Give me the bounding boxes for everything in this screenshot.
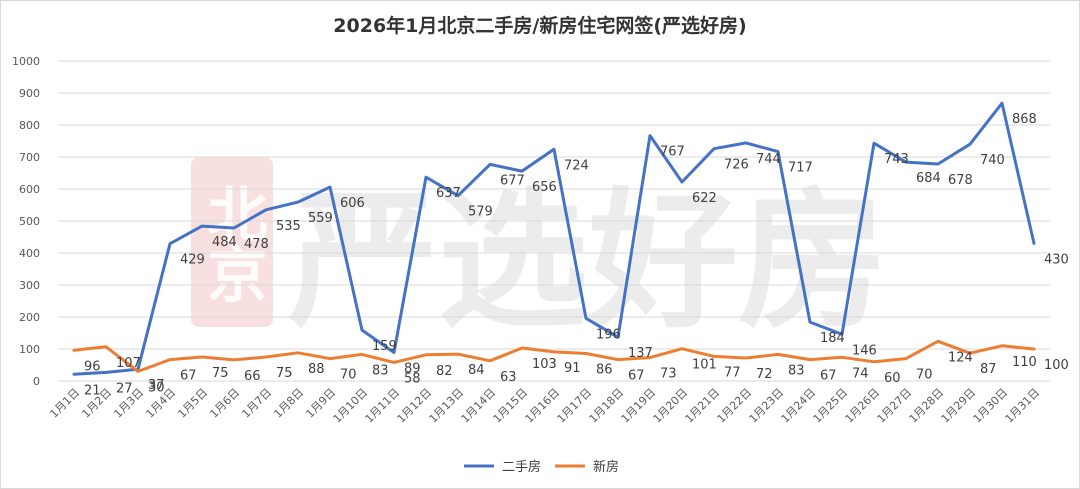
data-label-new: 67: [628, 369, 645, 384]
data-label-new: 67: [820, 369, 837, 384]
data-label-secondhand: 137: [628, 346, 653, 361]
y-tick-label: 0: [33, 375, 40, 388]
data-label-new: 74: [852, 366, 869, 381]
data-label-new: 84: [468, 363, 485, 378]
series-line-secondhand: [72, 101, 1036, 376]
y-tick-label: 1000: [12, 55, 40, 68]
data-label-secondhand: 606: [340, 196, 365, 211]
data-label-new: 67: [180, 369, 197, 384]
data-label-secondhand: 724: [564, 158, 589, 173]
data-label-new: 110: [1012, 355, 1037, 370]
data-label-new: 82: [436, 364, 453, 379]
y-tick-label: 300: [19, 279, 40, 292]
data-label-new: 88: [308, 362, 325, 377]
data-label-secondhand: 743: [884, 152, 909, 167]
data-label-new: 83: [788, 363, 805, 378]
data-label-new: 100: [1044, 358, 1069, 373]
data-label-secondhand: 656: [532, 180, 557, 195]
data-label-secondhand: 484: [212, 235, 237, 250]
data-label-new: 70: [340, 368, 357, 383]
data-label-new: 73: [660, 367, 677, 382]
data-label-secondhand: 622: [692, 191, 717, 206]
data-label-new: 96: [84, 359, 101, 374]
watermark-seal-text: 北京: [197, 183, 267, 303]
data-label-secondhand: 27: [116, 381, 133, 396]
data-label-new: 83: [372, 363, 389, 378]
data-label-new: 63: [500, 370, 517, 385]
data-label-secondhand: 767: [660, 145, 685, 160]
data-label-new: 75: [212, 366, 229, 381]
data-label-new: 30: [148, 380, 165, 395]
y-tick-label: 400: [19, 247, 40, 260]
data-label-new: 101: [692, 358, 717, 373]
y-axis-ticks: 0 100 200 300 400 500 600 700 800 900 1000: [12, 55, 40, 388]
data-label-secondhand: 677: [500, 173, 525, 188]
y-tick-label: 600: [19, 183, 40, 196]
data-label-new: 72: [756, 367, 773, 382]
data-label-secondhand: 684: [916, 171, 941, 186]
data-label-secondhand: 430: [1044, 252, 1069, 267]
grid: [58, 60, 1050, 382]
data-labels: 21 27 37 429 484 478 535 559 606 159 89 637 579 677 65…: [84, 112, 1069, 398]
data-label-secondhand: 579: [468, 205, 493, 220]
data-label-secondhand: 740: [980, 153, 1005, 168]
data-label-secondhand: 678: [948, 173, 973, 188]
y-tick-label: 100: [19, 343, 40, 356]
data-label-new: 103: [532, 357, 557, 372]
data-label-new: 86: [596, 362, 613, 377]
data-label-secondhand: 159: [372, 339, 397, 354]
data-label-secondhand: 184: [820, 331, 845, 346]
data-label-secondhand: 429: [180, 253, 205, 268]
chart-title: 2026年1月北京二手房/新房住宅网签(严选好房): [333, 14, 746, 37]
data-label-new: 77: [724, 365, 741, 380]
data-label-secondhand: 89: [404, 362, 421, 377]
data-label-secondhand: 744: [756, 152, 781, 167]
data-label-secondhand: 21: [84, 383, 101, 398]
data-label-new: 70: [916, 368, 933, 383]
y-tick-label: 700: [19, 151, 40, 164]
data-label-new: 87: [980, 362, 997, 377]
data-label-secondhand: 726: [724, 158, 749, 173]
legend-label-new: 新房: [593, 459, 619, 475]
data-label-secondhand: 478: [244, 237, 269, 252]
legend: 二手房 新房: [464, 459, 619, 475]
data-label-new: 60: [884, 371, 901, 386]
data-label-secondhand: 559: [308, 211, 333, 226]
data-label-new: 75: [276, 366, 293, 381]
data-label-new: 124: [948, 350, 973, 365]
y-tick-label: 900: [19, 87, 40, 100]
data-label-new: 66: [244, 369, 261, 384]
data-label-new: 107: [116, 356, 141, 371]
data-label-secondhand: 717: [788, 161, 813, 176]
data-label-secondhand: 637: [436, 186, 461, 201]
y-tick-label: 200: [19, 311, 40, 324]
data-label-secondhand: 37: [148, 378, 165, 393]
data-label-new: 58: [404, 371, 421, 386]
legend-label-secondhand: 二手房: [502, 459, 541, 475]
y-tick-label: 500: [19, 215, 40, 228]
data-label-secondhand: 146: [852, 343, 877, 358]
y-tick-label: 800: [19, 119, 40, 132]
data-label-secondhand: 535: [276, 219, 301, 234]
data-label-new: 91: [564, 361, 581, 376]
series-lines: [72, 101, 1036, 376]
data-label-secondhand: 196: [596, 327, 621, 342]
series-line-new: [72, 339, 1036, 373]
data-label-secondhand: 868: [1012, 112, 1037, 127]
